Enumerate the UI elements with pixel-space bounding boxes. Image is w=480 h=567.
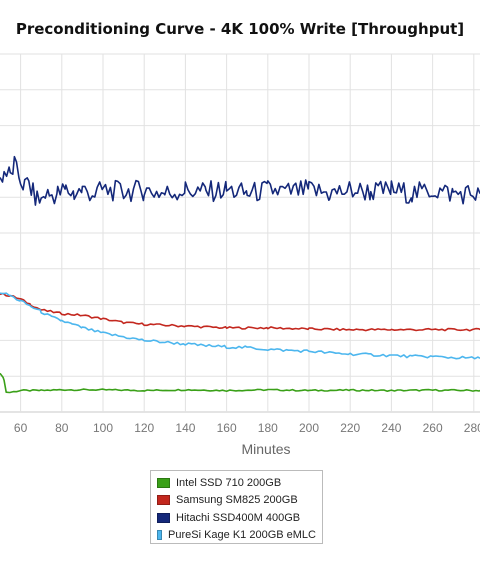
legend-label: PureSi Kage K1 200GB eMLC: [168, 529, 316, 542]
series-line-1: [0, 372, 480, 394]
series-line-2: [0, 292, 480, 332]
x-axis-label: Minutes: [241, 441, 290, 457]
x-tick-label: 100: [93, 421, 113, 435]
legend-swatch: [157, 530, 163, 541]
series-lines: [0, 155, 480, 394]
legend-swatch: [157, 477, 170, 488]
x-tick-label: 160: [217, 421, 237, 435]
chart-title: Preconditioning Curve - 4K 100% Write [T…: [15, 20, 465, 38]
x-tick-label: 120: [134, 421, 154, 435]
legend-label: Hitachi SSD400M 400GB: [176, 511, 301, 524]
legend-label: Intel SSD 710 200GB: [176, 476, 282, 489]
legend-swatch: [157, 512, 170, 523]
x-tick-label: 60: [14, 421, 28, 435]
x-tick-label: 80: [55, 421, 69, 435]
legend-label: Samsung SM825 200GB: [176, 494, 298, 507]
x-tick-label: 240: [381, 421, 401, 435]
x-tick-label: 140: [175, 421, 195, 435]
legend-item: Hitachi SSD400M 400GB: [157, 509, 316, 527]
legend-item: PureSi Kage K1 200GB eMLC: [157, 527, 316, 545]
x-axis-ticks: 60 80 100 120 140 160 180 200 220 240 260 280: [14, 421, 480, 435]
legend-item: Intel SSD 710 200GB: [157, 474, 316, 492]
x-tick-label: 180: [258, 421, 278, 435]
legend: Intel SSD 710 200GB Samsung SM825 200GB Hi…: [150, 470, 323, 544]
grid-lines: [0, 53, 480, 413]
series-line-3: [0, 155, 480, 206]
legend-item: Samsung SM825 200GB: [157, 492, 316, 510]
x-tick-label: 220: [340, 421, 360, 435]
x-tick-label: 200: [299, 421, 319, 435]
x-tick-label: 260: [423, 421, 443, 435]
legend-swatch: [157, 495, 170, 506]
x-tick-label: 280: [464, 421, 480, 435]
series-line-4: [0, 292, 480, 360]
